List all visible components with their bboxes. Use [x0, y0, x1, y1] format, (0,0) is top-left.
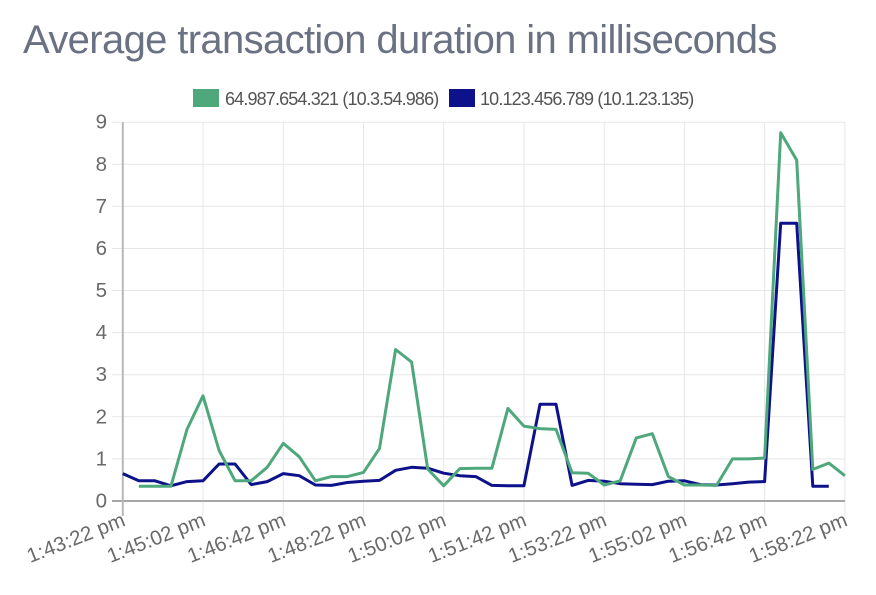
svg-text:1: 1: [96, 447, 107, 470]
svg-text:10.123.456.789 (10.1.23.135): 10.123.456.789 (10.1.23.135): [480, 89, 693, 109]
svg-text:64.987.654.321 (10.3.54.986): 64.987.654.321 (10.3.54.986): [225, 89, 438, 109]
svg-text:0: 0: [96, 490, 107, 513]
svg-text:Average transaction duration i: Average transaction duration in millisec…: [23, 18, 777, 62]
svg-text:4: 4: [96, 321, 107, 344]
svg-text:9: 9: [96, 111, 107, 134]
svg-text:6: 6: [96, 237, 107, 260]
svg-text:8: 8: [96, 153, 107, 176]
svg-text:5: 5: [96, 279, 107, 302]
svg-text:3: 3: [96, 363, 107, 386]
svg-text:7: 7: [96, 195, 107, 218]
svg-text:2: 2: [96, 405, 107, 428]
